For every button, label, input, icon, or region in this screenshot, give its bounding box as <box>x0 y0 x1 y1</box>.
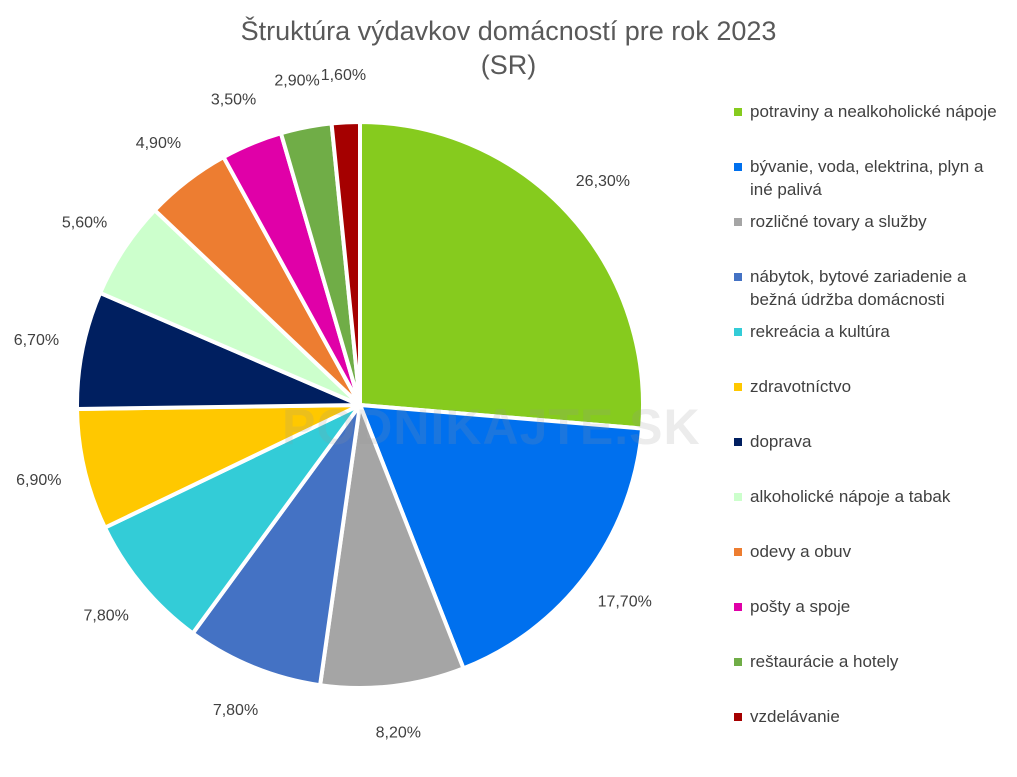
legend-swatch <box>734 493 742 501</box>
pie-slice-7 <box>75 290 362 412</box>
data-label-9: 4,90% <box>136 135 181 152</box>
data-label-5: 7,80% <box>84 607 129 624</box>
legend-item-2: bývanie, voda, elektrina, plyn a iné pal… <box>734 155 1004 201</box>
legend-label: doprava <box>750 432 812 451</box>
legend-item-11: reštaurácie a hotely <box>734 650 1004 673</box>
legend-item-9: odevy a obuv <box>734 540 1004 563</box>
legend-swatch <box>734 108 742 116</box>
chart-title-line-2: (SR) <box>480 50 537 80</box>
data-label-10: 3,50% <box>211 92 256 109</box>
legend-label: odevy a obuv <box>750 542 852 561</box>
legend-swatch <box>734 548 742 556</box>
legend-item-1: potraviny a nealkoholické nápoje <box>734 100 1004 123</box>
legend-label: rekreácia a kultúra <box>750 322 890 341</box>
pie-slice-6 <box>75 403 362 530</box>
data-label-3: 8,20% <box>376 724 421 741</box>
legend-swatch <box>734 163 742 171</box>
legend-item-8: alkoholické nápoje a tabak <box>734 485 1004 508</box>
data-label-11: 2,90% <box>274 73 319 90</box>
legend-swatch <box>734 438 742 446</box>
legend-item-10: pošty a spoje <box>734 595 1004 618</box>
legend-label: vzdelávanie <box>750 707 840 726</box>
data-label-12: 1,60% <box>321 67 366 84</box>
legend-label: reštaurácie a hotely <box>750 652 899 671</box>
data-label-2: 17,70% <box>598 594 652 611</box>
pie-slice-12 <box>329 120 362 407</box>
legend-label: bývanie, voda, elektrina, plyn a iné pal… <box>750 157 984 199</box>
legend-item-5: rekreácia a kultúra <box>734 320 1004 343</box>
legend-swatch <box>734 383 742 391</box>
legend-label: rozličné tovary a služby <box>750 212 927 231</box>
pie-slice-4 <box>190 403 362 688</box>
pie-slice-2 <box>358 403 645 671</box>
data-label-1: 26,30% <box>576 173 630 190</box>
data-label-8: 5,60% <box>62 215 107 232</box>
legend-swatch <box>734 603 742 611</box>
data-label-7: 6,70% <box>14 332 59 349</box>
data-label-4: 7,80% <box>213 702 258 719</box>
legend-label: alkoholické nápoje a tabak <box>750 487 951 506</box>
legend-label: potraviny a nealkoholické nápoje <box>750 102 997 121</box>
chart-title-line-1: Štruktúra výdavkov domácností pre rok 20… <box>240 16 777 46</box>
watermark: PODNIKAJTE.SK <box>282 399 701 455</box>
pie-slice-5 <box>102 403 362 636</box>
data-label-6: 6,90% <box>16 472 61 489</box>
legend-label: pošty a spoje <box>750 597 851 616</box>
chart-title: Štruktúra výdavkov domácností pre rok 20… <box>0 14 1017 82</box>
legend-swatch <box>734 218 742 226</box>
legend-item-12: vzdelávanie <box>734 705 1004 728</box>
legend-swatch <box>734 273 742 281</box>
legend-label: nábytok, bytové zariadenie a bežná údržb… <box>750 267 967 309</box>
legend-swatch <box>734 328 742 336</box>
legend-swatch <box>734 713 742 721</box>
pie-slice-1 <box>358 120 645 431</box>
legend-item-4: nábytok, bytové zariadenie a bežná údržb… <box>734 265 1004 311</box>
legend-item-3: rozličné tovary a služby <box>734 210 1004 233</box>
legend-item-7: doprava <box>734 430 1004 453</box>
legend-item-6: zdravotníctvo <box>734 375 1004 398</box>
legend-label: zdravotníctvo <box>750 377 852 396</box>
pie-slice-3 <box>318 403 466 690</box>
legend-swatch <box>734 658 742 666</box>
